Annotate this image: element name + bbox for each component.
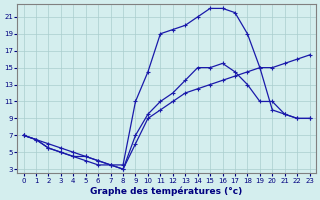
X-axis label: Graphe des températures (°c): Graphe des températures (°c): [91, 186, 243, 196]
